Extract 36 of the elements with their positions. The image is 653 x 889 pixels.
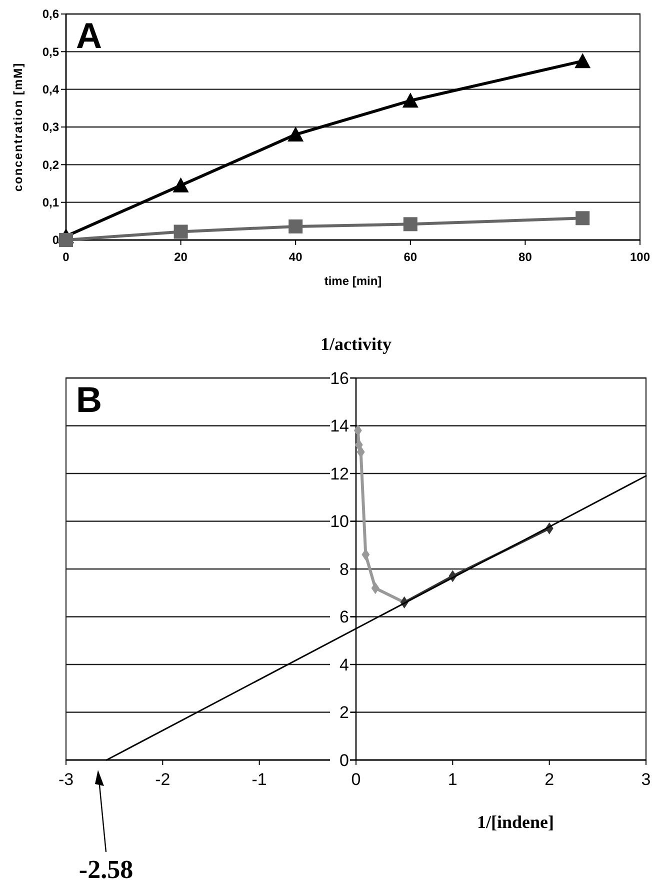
x-tick-label: 80 [518, 250, 532, 264]
x-axis-title: 1/[indene] [476, 812, 554, 832]
y-tick-label: 0,4 [42, 82, 60, 97]
x-tick-label: 0 [351, 770, 361, 789]
x-tick-label: 1 [448, 770, 458, 789]
y-tick-label: 2 [340, 703, 349, 722]
x-tick-label: -3 [58, 770, 74, 789]
x-tick-label: -2 [155, 770, 170, 789]
y-tick-label: 6 [340, 608, 349, 627]
x-axis-title: time [min] [324, 274, 382, 288]
y-tick-label: 10 [330, 512, 349, 532]
x-tick-label: 40 [288, 250, 303, 264]
y-tick-label: 0,3 [42, 120, 60, 134]
y-tick-label: 0 [340, 750, 349, 770]
y-tick-label: 12 [330, 464, 349, 484]
annotation: A [76, 15, 102, 56]
x-tick-label: 3 [641, 770, 651, 789]
y-tick-label: 16 [330, 368, 349, 388]
y-tick-label: 0,1 [42, 196, 60, 210]
y-tick-label: 0,6 [42, 7, 60, 22]
x-tick-label: 2 [544, 770, 554, 789]
x-tick-label: 0 [62, 250, 70, 264]
x-tick-label: 20 [174, 250, 188, 264]
y-tick-label: 8 [340, 560, 349, 579]
x-tick-label: 100 [630, 250, 650, 264]
annotation: B [76, 379, 102, 420]
y-axis-title: concentration [mM] [11, 62, 25, 192]
text: -2.58 [78, 855, 134, 884]
y-tick-label: 14 [330, 416, 349, 436]
x-tick-label: -1 [252, 770, 267, 789]
y-tick-label: 0 [52, 233, 60, 248]
y-axis-title: 1/activity [320, 334, 392, 354]
y-tick-label: 4 [340, 655, 349, 674]
x-tick-label: 60 [404, 250, 418, 264]
y-tick-label: 0,2 [42, 158, 60, 172]
y-tick-label: 0,5 [42, 44, 60, 59]
